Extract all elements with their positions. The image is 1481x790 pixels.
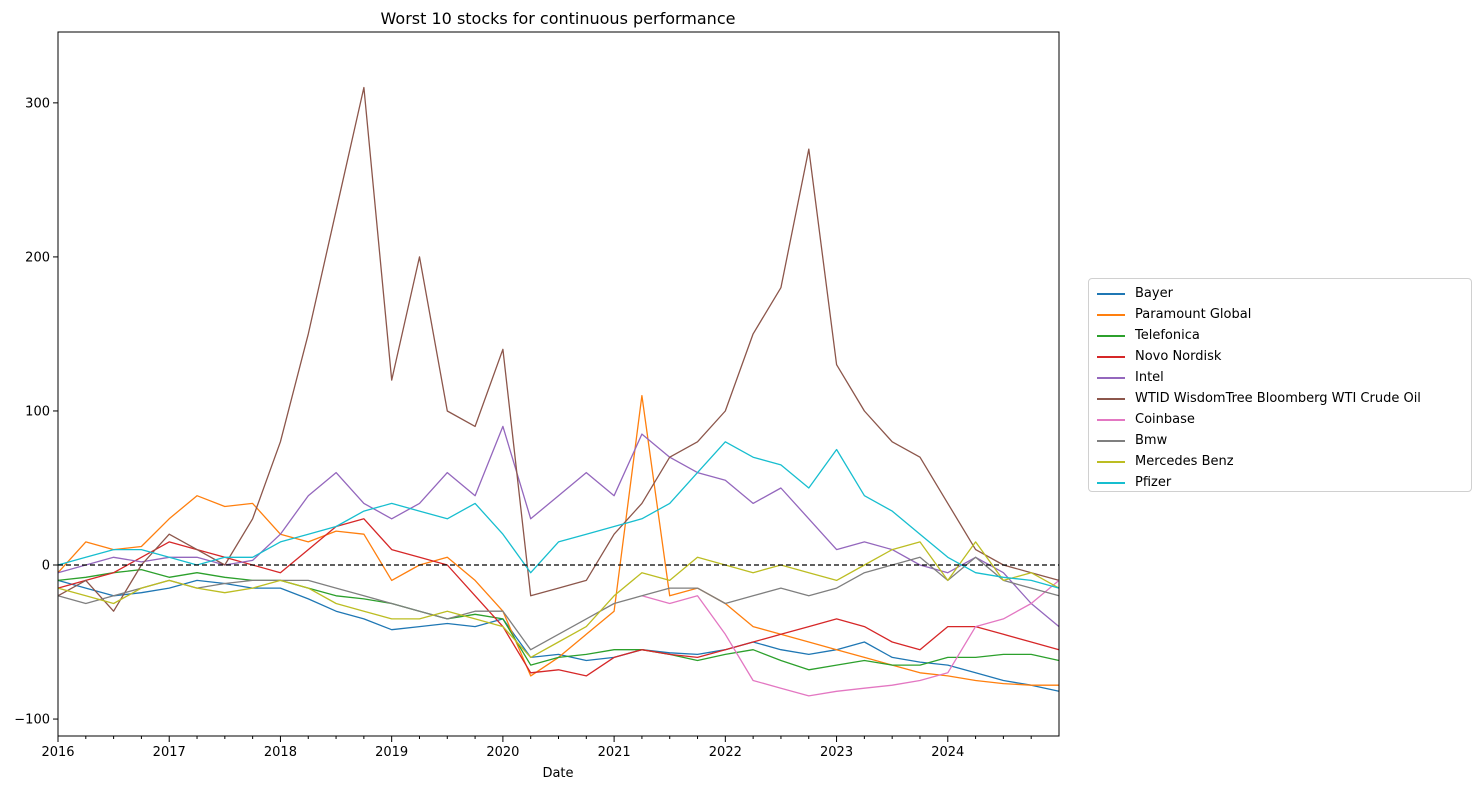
- legend-swatch: [1097, 460, 1125, 463]
- legend-swatch: [1097, 313, 1125, 316]
- legend-label: Novo Nordisk: [1135, 349, 1222, 364]
- x-axis-label: Date: [542, 766, 573, 781]
- x-tick-label: 2017: [153, 745, 186, 760]
- series-line-7: [57, 556, 1060, 651]
- legend-swatch: [1097, 292, 1125, 295]
- legend-label: Pfizer: [1135, 475, 1172, 490]
- legend-swatch: [1097, 418, 1125, 421]
- legend-item: Mercedes Benz: [1097, 451, 1463, 472]
- legend-label: Coinbase: [1135, 412, 1195, 427]
- legend-swatch: [1097, 481, 1125, 484]
- legend: Bayer Paramount Global Telefonica Novo Nord…: [1088, 278, 1472, 492]
- x-tick-label: 2022: [709, 745, 742, 760]
- legend-label: Intel: [1135, 370, 1164, 385]
- x-tick-label: 2023: [820, 745, 853, 760]
- y-tick-label: −100: [14, 713, 50, 728]
- legend-label: Paramount Global: [1135, 307, 1252, 322]
- y-axis: −100 0 100 200 300: [14, 96, 58, 728]
- legend-label: Telefonica: [1135, 328, 1200, 343]
- legend-item: Pfizer: [1097, 472, 1463, 493]
- x-tick-label: 2024: [931, 745, 964, 760]
- legend-item: WTID WisdomTree Bloomberg WTI Crude Oil: [1097, 388, 1463, 409]
- x-tick-label: 2020: [486, 745, 519, 760]
- series-line-5: [57, 86, 1060, 612]
- series-line-8: [57, 541, 1060, 659]
- legend-label: Bayer: [1135, 286, 1173, 301]
- y-tick-label: 0: [42, 559, 50, 574]
- legend-label: Bmw: [1135, 433, 1168, 448]
- y-tick-label: 300: [25, 96, 50, 111]
- series-line-0: [57, 579, 1060, 692]
- y-tick-label: 100: [25, 404, 50, 419]
- legend-item: Telefonica: [1097, 325, 1463, 346]
- series-line-9: [57, 441, 1060, 589]
- legend-swatch: [1097, 334, 1125, 337]
- legend-swatch: [1097, 397, 1125, 400]
- series-line-2: [57, 568, 1060, 671]
- chart-title: Worst 10 stocks for continuous performan…: [381, 9, 736, 28]
- x-axis: 2016 2017 2018 2019 2020 2021 2022 2023 2024: [41, 736, 1032, 760]
- x-tick-label: 2019: [375, 745, 408, 760]
- legend-item: Bmw: [1097, 430, 1463, 451]
- legend-swatch: [1097, 355, 1125, 358]
- legend-item: Paramount Global: [1097, 304, 1463, 325]
- x-tick-label: 2016: [41, 745, 74, 760]
- series-lines: [57, 86, 1060, 697]
- plot-area-frame: [57, 31, 1060, 737]
- legend-item: Novo Nordisk: [1097, 346, 1463, 367]
- legend-item: Intel: [1097, 367, 1463, 388]
- series-line-4: [57, 425, 1060, 628]
- series-line-6: [641, 579, 1060, 697]
- legend-label: WTID WisdomTree Bloomberg WTI Crude Oil: [1135, 391, 1421, 406]
- x-tick-label: 2021: [598, 745, 631, 760]
- legend-swatch: [1097, 376, 1125, 379]
- legend-item: Coinbase: [1097, 409, 1463, 430]
- x-tick-label: 2018: [264, 745, 297, 760]
- legend-item: Bayer: [1097, 283, 1463, 304]
- y-tick-label: 200: [25, 250, 50, 265]
- legend-label: Mercedes Benz: [1135, 454, 1234, 469]
- legend-swatch: [1097, 439, 1125, 442]
